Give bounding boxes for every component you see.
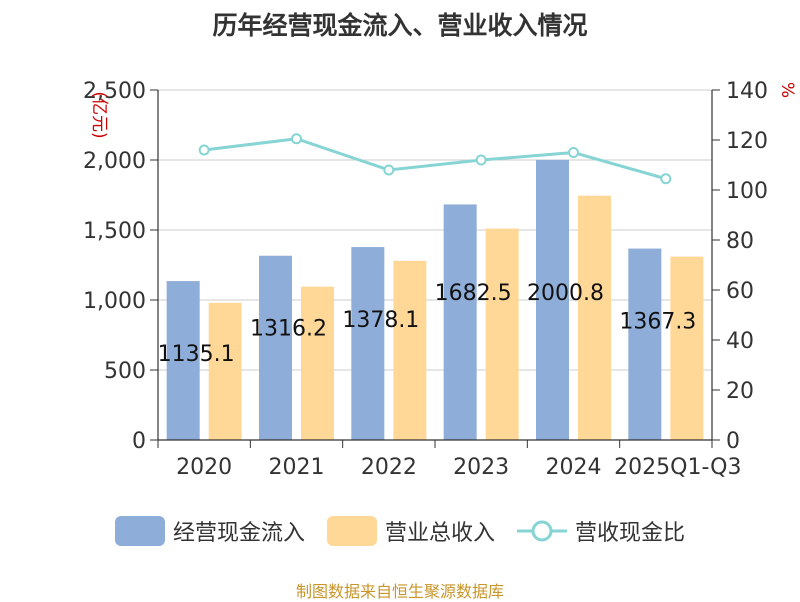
x-tick-label: 2020 (176, 455, 232, 480)
bar-revenue (301, 286, 334, 440)
y-left-tick-label: 1,500 (83, 219, 146, 244)
bar-revenue (393, 260, 427, 440)
y-right-tick-label: 100 (726, 179, 768, 204)
data-label: 1135.1 (158, 342, 235, 367)
chart-legend: 经营现金流入 营业总收入 营收现金比 (0, 515, 800, 547)
ratio-point (475, 154, 487, 166)
y-right-tick-label: 60 (726, 279, 754, 304)
y-left-tick-label: 2,000 (83, 149, 146, 174)
bar-revenue (578, 195, 611, 440)
y-left-tick-label: 0 (132, 429, 146, 454)
y-right-tick-label: 120 (726, 129, 768, 154)
legend-item-revenue[interactable]: 营业总收入 (326, 515, 495, 547)
bar-cash-inflow (443, 204, 477, 440)
ratio-point (383, 164, 395, 176)
bar-revenue (670, 256, 704, 440)
legend-swatch-revenue (326, 516, 377, 546)
legend-item-cash-inflow[interactable]: 经营现金流入 (114, 515, 305, 547)
y-left-tick-label: 1,000 (83, 289, 146, 314)
data-label: 1378.1 (342, 308, 419, 333)
legend-label-revenue: 营业总收入 (384, 521, 495, 546)
bar-revenue (208, 302, 242, 440)
x-tick-label: 2022 (361, 455, 417, 480)
ratio-line (203, 137, 667, 181)
y-right-axis-title: % (777, 82, 797, 98)
legend-swatch-ratio (517, 520, 567, 542)
ratio-point (568, 147, 579, 158)
y-right-tick-label: 0 (726, 429, 740, 454)
data-label: 1682.5 (435, 281, 512, 306)
x-tick-label: 2021 (269, 455, 325, 480)
legend-swatch-cash-inflow (114, 516, 165, 546)
y-right-tick-label: 40 (726, 329, 754, 354)
x-tick-label: 2023 (453, 455, 509, 480)
data-source-note: 制图数据来自恒生聚源数据库 (295, 582, 504, 601)
bar-cash-inflow (628, 248, 662, 440)
ratio-point (291, 133, 302, 145)
y-left-tick-label: 2,500 (83, 79, 146, 104)
legend-label-cash-inflow: 经营现金流入 (172, 521, 305, 546)
y-right-tick-label: 20 (726, 379, 754, 404)
bar-cash-inflow (536, 159, 569, 440)
data-label: 2000.8 (527, 281, 604, 306)
data-label: 1367.3 (619, 310, 696, 335)
y-left-axis-title: (亿元) (89, 91, 109, 138)
bar-cash-inflow (259, 255, 292, 440)
x-tick-label: 2024 (546, 455, 602, 480)
bar-cash-inflow (351, 247, 385, 440)
chart-title: 历年经营现金流入、营业收入情况 (212, 11, 588, 40)
y-right-tick-label: 140 (726, 79, 768, 104)
bar-revenue (485, 228, 519, 440)
legend-label-ratio: 营收现金比 (575, 521, 686, 546)
x-tick-label: 2025Q1-Q3 (614, 455, 741, 480)
y-left-tick-label: 500 (104, 359, 146, 384)
bar-cash-inflow (166, 281, 200, 440)
ratio-point (198, 144, 210, 156)
y-right-tick-label: 80 (726, 229, 754, 254)
data-label: 1316.2 (250, 317, 327, 342)
ratio-point (660, 173, 672, 185)
legend-item-ratio[interactable]: 营收现金比 (517, 515, 685, 547)
